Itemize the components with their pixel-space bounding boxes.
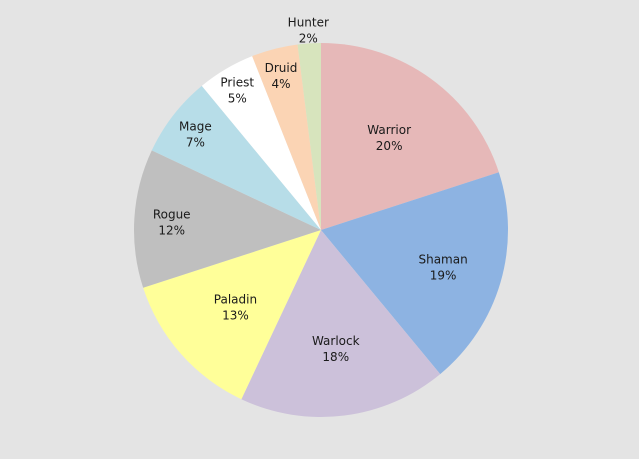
pie-slice-rogue bbox=[134, 150, 321, 288]
slice-percent-warlock: 18% bbox=[322, 350, 349, 364]
slice-label-warrior: Warrior bbox=[367, 123, 411, 137]
pie-slice-warrior bbox=[321, 43, 499, 230]
slice-label-shaman: Shaman bbox=[418, 252, 467, 266]
slice-label-druid: Druid bbox=[265, 61, 298, 75]
slice-percent-priest: 5% bbox=[228, 91, 247, 105]
slice-percent-mage: 7% bbox=[186, 136, 205, 150]
slice-percent-paladin: 13% bbox=[222, 308, 249, 322]
pie-slice-shaman bbox=[321, 172, 508, 375]
slice-percent-shaman: 19% bbox=[430, 268, 457, 282]
slice-label-warlock: Warlock bbox=[312, 334, 360, 348]
pie-slice-warlock bbox=[241, 230, 441, 417]
pie-slice-paladin bbox=[143, 230, 321, 400]
pie-slice-hunter bbox=[297, 43, 321, 230]
pie-slice-mage bbox=[151, 85, 321, 230]
slice-label-paladin: Paladin bbox=[214, 292, 257, 306]
slice-percent-rogue: 12% bbox=[158, 224, 185, 238]
pie-slice-druid bbox=[252, 44, 321, 231]
slice-label-hunter: Hunter bbox=[288, 15, 329, 29]
slice-percent-warrior: 20% bbox=[376, 139, 403, 153]
slice-percent-hunter: 2% bbox=[299, 31, 318, 45]
pie-slice-priest bbox=[201, 56, 321, 230]
slice-label-mage: Mage bbox=[179, 120, 212, 134]
pie-slices bbox=[134, 43, 508, 417]
slice-label-rogue: Rogue bbox=[153, 208, 191, 222]
slice-percent-druid: 4% bbox=[271, 77, 290, 91]
slice-label-priest: Priest bbox=[220, 75, 254, 89]
pie-labels: Warrior 20% Shaman 19% Warlock 18% Paladin 13% R… bbox=[153, 15, 468, 363]
